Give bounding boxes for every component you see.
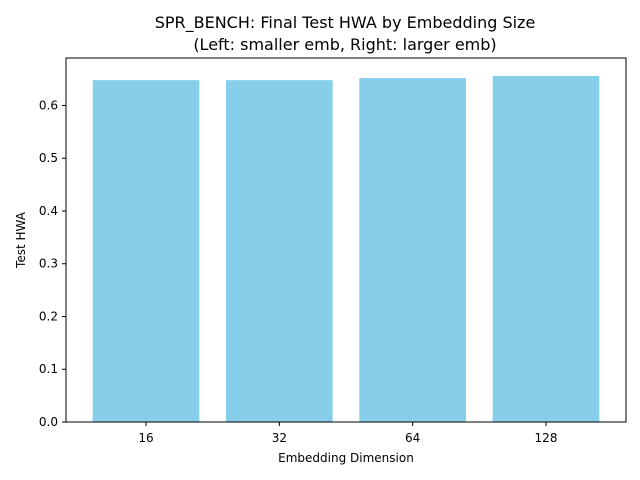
bar-32: [226, 80, 333, 422]
bar-16: [92, 80, 200, 422]
x-tick-label: 64: [405, 431, 420, 445]
y-tick-label: 0.6: [39, 98, 58, 112]
bar-64: [359, 78, 466, 422]
x-tick-label: 128: [535, 431, 558, 445]
x-tick-label: 16: [138, 431, 153, 445]
plot-frame: [65, 57, 627, 423]
y-axis-label: Test HWA: [14, 211, 28, 269]
y-tick-label: 0.1: [39, 362, 58, 376]
chart-subtitle: (Left: smaller emb, Right: larger emb): [193, 35, 496, 54]
x-axis-ticks: 16 32 64 128: [138, 422, 557, 445]
y-tick-label: 0.2: [39, 309, 58, 323]
chart-title: SPR_BENCH: Final Test HWA by Embedding S…: [155, 13, 536, 33]
bar-128: [492, 75, 600, 423]
y-axis-ticks: 0.0 0.1 0.2 0.3 0.4 0.5 0.6: [39, 98, 66, 429]
y-tick-label: 0.5: [39, 151, 58, 165]
y-tick-label: 0.4: [39, 204, 58, 218]
x-axis-label: Embedding Dimension: [278, 451, 414, 465]
y-tick-label: 0.3: [39, 257, 58, 271]
y-tick-label: 0.0: [39, 415, 58, 429]
x-tick-label: 32: [272, 431, 287, 445]
bars-group: [92, 75, 600, 423]
